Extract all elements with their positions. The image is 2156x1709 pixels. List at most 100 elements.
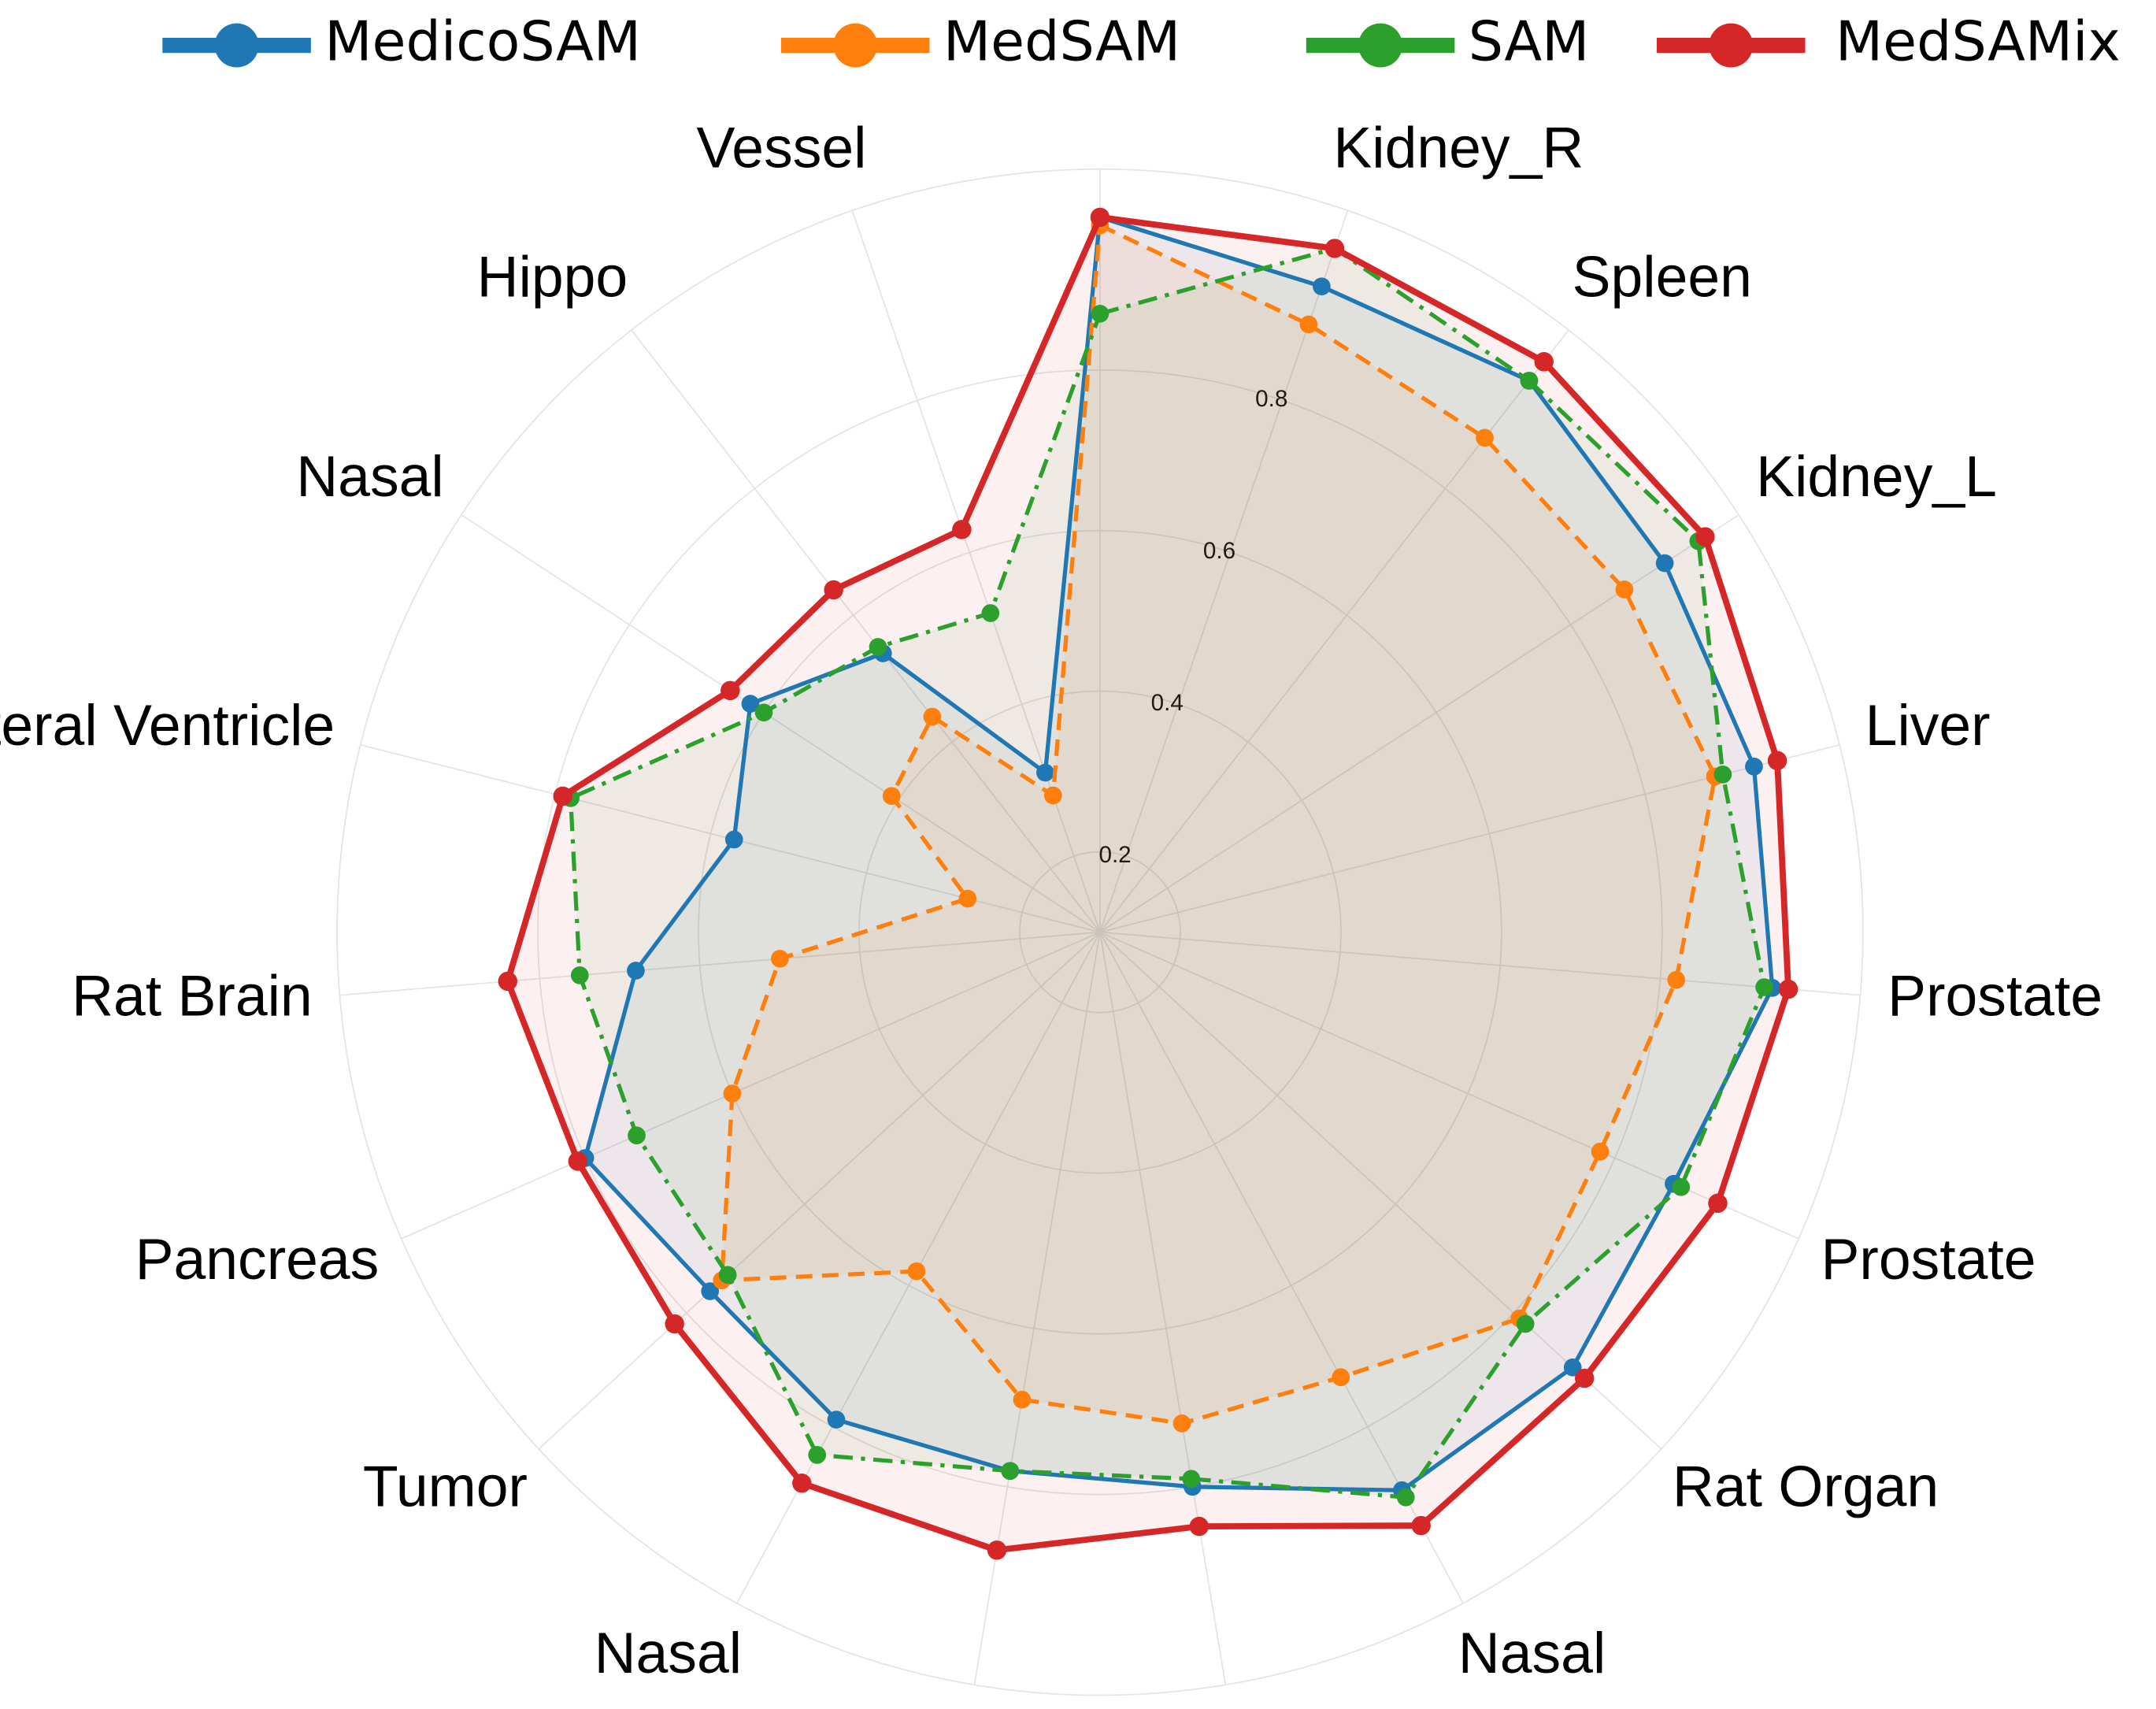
- point: [827, 1411, 846, 1429]
- point: [1043, 786, 1062, 805]
- category-label: Vessel: [696, 115, 866, 180]
- point: [882, 787, 901, 806]
- category-label: Pancreas: [135, 1227, 380, 1292]
- point: [824, 580, 843, 600]
- point: [1313, 277, 1331, 296]
- category-label: Nasal: [1458, 1621, 1606, 1685]
- grid-spoke: [401, 931, 1101, 1240]
- point: [1091, 304, 1109, 323]
- point: [1090, 207, 1110, 228]
- legend-marker: [214, 23, 259, 68]
- point: [792, 1474, 812, 1493]
- series-line: [568, 246, 1767, 1500]
- point: [771, 949, 789, 968]
- series-area: [585, 217, 1773, 1491]
- point: [665, 1314, 684, 1334]
- point: [723, 1084, 742, 1103]
- point: [1332, 1368, 1350, 1387]
- point: [987, 1540, 1007, 1560]
- point: [754, 703, 773, 722]
- point: [627, 962, 645, 980]
- point: [701, 1282, 720, 1300]
- point: [553, 786, 572, 806]
- grid-spoke: [339, 931, 1101, 996]
- point: [1745, 757, 1763, 776]
- category-label: Kidney_R: [1333, 115, 1584, 180]
- point: [958, 889, 977, 908]
- series-area: [507, 217, 1789, 1551]
- point: [1036, 763, 1054, 782]
- point: [1615, 580, 1634, 599]
- legend-marker: [1709, 23, 1754, 68]
- point: [1182, 1470, 1201, 1488]
- grid-spoke: [631, 329, 1101, 933]
- point: [724, 830, 743, 849]
- category-label: Spleen: [1573, 244, 1752, 309]
- point: [923, 707, 942, 726]
- grid-spoke: [851, 209, 1101, 932]
- category-label: Liver: [1865, 693, 1991, 758]
- grid-spoke: [461, 513, 1101, 933]
- point: [1396, 1488, 1415, 1507]
- category-label: Kidney_L: [1756, 444, 1997, 509]
- point: [1324, 239, 1345, 258]
- point: [1476, 428, 1494, 447]
- legend-label: MedSAM: [943, 10, 1180, 74]
- point: [1655, 554, 1674, 573]
- series-line: [719, 222, 1717, 1426]
- legend-marker: [833, 23, 878, 68]
- point: [1534, 352, 1554, 372]
- grid-spoke: [1099, 513, 1739, 933]
- point: [1767, 751, 1787, 771]
- point: [1695, 527, 1715, 547]
- point: [808, 1446, 827, 1464]
- point: [952, 520, 972, 539]
- point: [741, 695, 760, 713]
- category-label: Lateral Ventricle: [0, 693, 335, 758]
- point: [1001, 1462, 1020, 1481]
- point: [1672, 1177, 1691, 1196]
- series-line: [583, 214, 1775, 1492]
- point: [1172, 1414, 1191, 1433]
- point: [1516, 1314, 1535, 1333]
- point: [1667, 970, 1686, 989]
- point: [1755, 978, 1773, 996]
- series-line: [504, 213, 1792, 1554]
- grid-spoke: [1099, 931, 1861, 996]
- legend-label: SAM: [1469, 10, 1590, 74]
- r-tick-label: 0.4: [1151, 690, 1184, 716]
- category-label: Tumor: [363, 1454, 528, 1518]
- point: [907, 1262, 926, 1281]
- category-label: Hippo: [477, 244, 628, 309]
- grid-spoke: [1099, 932, 1227, 1685]
- legend-label: MedicoSAM: [324, 10, 641, 74]
- point: [628, 1126, 646, 1145]
- category-label: Nasal: [296, 444, 443, 509]
- point: [568, 1151, 588, 1171]
- point: [981, 604, 1000, 622]
- point: [721, 680, 740, 701]
- point: [1575, 1368, 1595, 1388]
- category-label: Rat Brain: [72, 964, 313, 1029]
- r-tick-label: 0.8: [1255, 386, 1287, 412]
- outer-ring: [336, 168, 1864, 1696]
- point: [1563, 1358, 1582, 1377]
- series-area: [721, 225, 1715, 1424]
- point: [570, 966, 589, 984]
- point: [1189, 1516, 1210, 1537]
- point: [1713, 765, 1732, 784]
- series-area: [570, 248, 1765, 1498]
- point: [718, 1266, 737, 1285]
- point: [1299, 315, 1318, 334]
- r-tick-label: 0.2: [1098, 842, 1131, 868]
- category-label: Prostate: [1887, 964, 2102, 1029]
- point: [498, 971, 518, 992]
- grid-spoke: [1099, 329, 1569, 933]
- legend-label: MedSAMix: [1836, 10, 2121, 74]
- point: [869, 638, 887, 656]
- category-label: Nasal: [595, 1621, 742, 1685]
- grid-spoke: [538, 931, 1101, 1450]
- point: [1591, 1142, 1610, 1161]
- point: [1411, 1515, 1431, 1536]
